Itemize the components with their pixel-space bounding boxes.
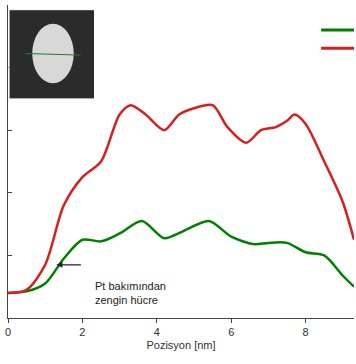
svg-text:0: 0 <box>5 326 11 338</box>
svg-text:Pozisyon [nm]: Pozisyon [nm] <box>146 339 215 351</box>
svg-text:6: 6 <box>228 326 234 338</box>
svg-text:8: 8 <box>303 326 309 338</box>
svg-text:4: 4 <box>154 326 160 338</box>
svg-text:Pt bakımındanzengin hücre: Pt bakımındanzengin hücre <box>95 280 166 306</box>
svg-text:2: 2 <box>79 326 85 338</box>
